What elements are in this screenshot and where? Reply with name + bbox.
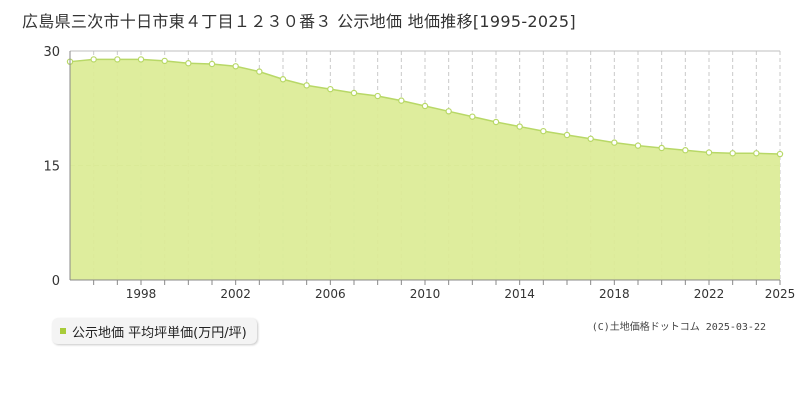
axes xyxy=(69,51,781,285)
data-point xyxy=(256,68,263,75)
data-point xyxy=(729,150,736,157)
legend: 公示地価 平均坪単価(万円/坪) xyxy=(52,318,257,344)
x-tick-labels: 1998 2002 2006 2010 2014 2018 2022 2025 xyxy=(126,287,796,301)
data-point xyxy=(208,60,216,68)
data-point xyxy=(776,150,784,158)
data-point xyxy=(445,108,452,115)
x-tick-label: 2010 xyxy=(410,287,441,301)
data-point xyxy=(114,56,121,63)
x-tick-label: 2025 xyxy=(765,287,796,301)
data-point xyxy=(516,123,523,130)
x-tick-label: 2022 xyxy=(694,287,725,301)
copyright: (C)土地価格ドットコム 2025-03-22 xyxy=(591,322,766,333)
data-point xyxy=(611,139,618,146)
data-point xyxy=(161,57,168,65)
data-point xyxy=(185,60,192,67)
data-point xyxy=(421,102,429,110)
data-point xyxy=(587,135,594,142)
x-tick-label: 2018 xyxy=(599,287,630,301)
y-tick-label: 15 xyxy=(43,160,60,175)
price-area xyxy=(70,59,780,280)
data-point xyxy=(90,56,97,63)
data-point xyxy=(469,113,476,120)
x-tick-label: 2014 xyxy=(504,287,535,301)
data-point xyxy=(327,85,334,93)
x-tick-label: 1998 xyxy=(126,287,157,301)
data-point xyxy=(658,144,665,152)
data-point xyxy=(540,127,547,135)
x-tick-label: 2006 xyxy=(315,287,346,301)
x-tick-label: 2002 xyxy=(220,287,251,301)
data-point xyxy=(563,131,571,139)
data-point xyxy=(303,82,310,89)
y-tick-labels: 0 15 30 xyxy=(43,45,60,289)
y-tick-label: 0 xyxy=(52,274,60,289)
data-point xyxy=(705,149,713,156)
data-point xyxy=(682,147,689,154)
data-point xyxy=(753,150,760,157)
legend-swatch xyxy=(60,328,66,334)
y-tick-label: 30 xyxy=(43,45,60,60)
data-point xyxy=(350,89,358,97)
data-point xyxy=(634,142,642,149)
data-point xyxy=(492,118,500,126)
data-point xyxy=(232,63,239,70)
legend-label: 公示地価 平均坪単価(万円/坪) xyxy=(72,325,247,341)
data-point xyxy=(279,76,287,83)
data-point xyxy=(374,92,381,100)
data-point xyxy=(398,97,405,104)
data-point xyxy=(137,56,145,63)
chart-title: 広島県三次市十日市東４丁目１２３０番３ 公示地価 地価推移[1995-2025] xyxy=(22,12,576,31)
